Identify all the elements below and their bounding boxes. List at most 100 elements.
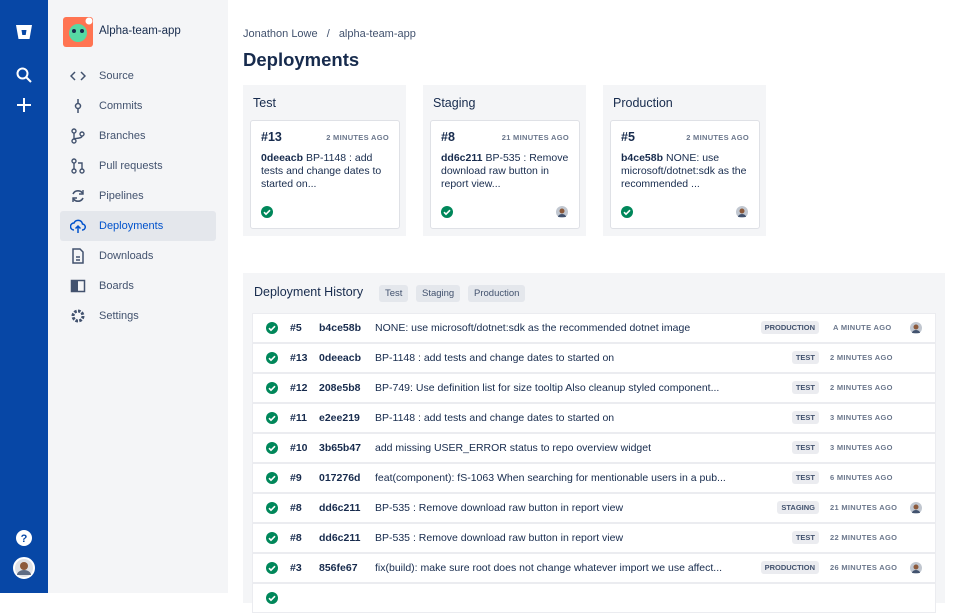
latest-deployment[interactable]: #821 MINUTES AGOdd6c211BP-535 : Remove d… <box>430 120 580 229</box>
nav-icon <box>70 68 86 84</box>
environment-card: Staging#821 MINUTES AGOdd6c211BP-535 : R… <box>423 85 586 236</box>
author-avatar <box>910 562 922 574</box>
filter-chip[interactable]: Production <box>468 285 525 302</box>
environment-name: Test <box>253 96 276 110</box>
deployment-number: #13 <box>261 130 282 144</box>
deployment-time: A MINUTE AGO <box>833 314 891 342</box>
history-row <box>252 583 936 613</box>
commit-hash[interactable]: 3b65b47 <box>319 434 361 462</box>
nav-icon <box>70 158 86 174</box>
history-row[interactable]: #3856fe67fix(build): make sure root does… <box>252 553 936 583</box>
breadcrumb[interactable]: alpha-team-app <box>339 28 416 40</box>
latest-deployment[interactable]: #5 2 MINUTES AGO b4ce58bNONE: use microsof… <box>610 120 760 229</box>
global-nav: ? <box>0 0 48 593</box>
environment-badge: TEST <box>792 441 819 454</box>
status-icon <box>266 472 278 484</box>
search-icon[interactable] <box>16 67 32 83</box>
history-row[interactable]: #130deeacbBP-1148 : add tests and change… <box>252 343 936 373</box>
filter-chip[interactable]: Test <box>379 285 408 302</box>
history-row[interactable]: #10 3b65b47 add missing USER_ERROR status … <box>252 433 936 463</box>
logo[interactable] <box>14 22 34 42</box>
deployment-time: 21 MINUTES AGO <box>502 133 569 142</box>
commit-hash[interactable]: 017276d <box>319 464 360 492</box>
breadcrumb-separator: / <box>327 28 330 40</box>
environment-badge: TEST <box>792 531 819 544</box>
latest-deployment[interactable]: #13 2 MINUTES AGO 0deeacbBP-1148 : add tes… <box>250 120 400 229</box>
sidebar: Alpha-team-app SourceCommitsBranchesPull… <box>48 0 228 593</box>
nav-item[interactable]: Boards <box>60 271 216 301</box>
environment-name: Staging <box>433 96 475 110</box>
deployment-time: 26 MINUTES AGO <box>830 554 897 582</box>
breadcrumb[interactable]: Jonathon Lowe <box>243 28 318 40</box>
commit-hash[interactable]: 208e5b8 <box>319 374 360 402</box>
deployment-summary: dd6c211BP-535 : Remove download raw butt… <box>441 152 573 191</box>
nav-item[interactable]: Pipelines <box>60 181 216 211</box>
nav-item[interactable]: Commits <box>60 91 216 121</box>
deployment-number: #12 <box>290 374 308 402</box>
breadcrumbs: Jonathon Lowe / alpha-team-app <box>243 28 416 40</box>
history-row[interactable]: #12 208e5b8 BP-749: Use definition list fo… <box>252 373 936 403</box>
deployment-number: #3 <box>290 554 302 582</box>
nav-item[interactable]: Settings <box>60 301 216 331</box>
author-avatar <box>910 502 922 514</box>
history-row[interactable]: #9 017276d feat(component): fS-1063 When s… <box>252 463 936 493</box>
environment-badge: TEST <box>792 411 819 424</box>
deployment-number: #9 <box>290 464 302 492</box>
commit-hash[interactable]: dd6c211 <box>319 494 360 522</box>
environment-name: Production <box>613 96 673 110</box>
deployment-summary: b4ce58bNONE: use microsoft/dotnet:sdk as… <box>621 152 753 191</box>
deployment-time: 3 MINUTES AGO <box>830 434 893 462</box>
deployment-summary: 0deeacbBP-1148 : add tests and change da… <box>261 152 393 191</box>
commit-message: add missing USER_ERROR status to repo ov… <box>375 434 651 462</box>
deployment-time: 3 MINUTES AGO <box>830 404 893 432</box>
deployment-number: #10 <box>290 434 308 462</box>
environment-badge: TEST <box>792 381 819 394</box>
commit-hash[interactable]: 0deeacb <box>261 152 303 164</box>
deployment-number: #5 <box>290 314 302 342</box>
deployment-number: #5 <box>621 130 635 144</box>
status-icon <box>621 205 633 223</box>
filter-chip[interactable]: Staging <box>416 285 460 302</box>
commit-hash[interactable]: dd6c211 <box>441 152 482 164</box>
commit-message: BP-535 : Remove download raw button in r… <box>375 494 623 522</box>
status-icon <box>266 322 278 334</box>
help-icon[interactable]: ? <box>15 529 33 547</box>
deployment-time: 2 MINUTES AGO <box>686 133 749 142</box>
author-avatar <box>556 205 568 223</box>
nav-icon <box>70 248 86 264</box>
project-name[interactable]: Alpha-team-app <box>99 25 181 37</box>
commit-message: BP-749: Use definition list for size too… <box>375 374 719 402</box>
author-avatar <box>736 205 748 223</box>
create-icon[interactable] <box>16 97 32 113</box>
commit-hash[interactable]: 0deeacb <box>319 344 361 372</box>
commit-hash[interactable]: e2ee219 <box>319 404 360 432</box>
status-icon <box>266 562 278 574</box>
commit-hash[interactable]: dd6c211 <box>319 524 360 552</box>
commit-message: BP-1148 : add tests and change dates to … <box>375 404 614 432</box>
environment-badge: TEST <box>792 351 819 364</box>
history-row[interactable]: #8dd6c211BP-535 : Remove download raw bu… <box>252 493 936 523</box>
project-avatar <box>63 17 93 47</box>
history-row[interactable]: #5b4ce58bNONE: use microsoft/dotnet:sdk … <box>252 313 936 343</box>
profile-avatar[interactable] <box>13 557 35 579</box>
deployment-time: 2 MINUTES AGO <box>830 344 893 372</box>
status-icon <box>266 502 278 514</box>
commit-hash[interactable]: b4ce58b <box>319 314 361 342</box>
environment-badge: TEST <box>792 471 819 484</box>
deployment-number: #13 <box>290 344 308 372</box>
nav-item[interactable]: Deployments <box>60 211 216 241</box>
history-row[interactable]: #8dd6c211BP-535 : Remove download raw bu… <box>252 523 936 553</box>
svg-text:?: ? <box>21 533 28 545</box>
commit-hash[interactable]: b4ce58b <box>621 152 663 164</box>
nav-item[interactable]: Pull requests <box>60 151 216 181</box>
page: ? Alpha-team-app SourceCommitsBranchesPu… <box>0 0 960 593</box>
status-icon <box>441 205 453 223</box>
commit-hash[interactable]: 856fe67 <box>319 554 358 582</box>
deployment-number: #8 <box>290 524 302 552</box>
commit-message: feat(component): fS-1063 When searching … <box>375 464 726 492</box>
nav-item[interactable]: Downloads <box>60 241 216 271</box>
deployment-time: 2 MINUTES AGO <box>326 133 389 142</box>
nav-item[interactable]: Source <box>60 61 216 91</box>
nav-item[interactable]: Branches <box>60 121 216 151</box>
history-row[interactable]: #11e2ee219BP-1148 : add tests and change… <box>252 403 936 433</box>
